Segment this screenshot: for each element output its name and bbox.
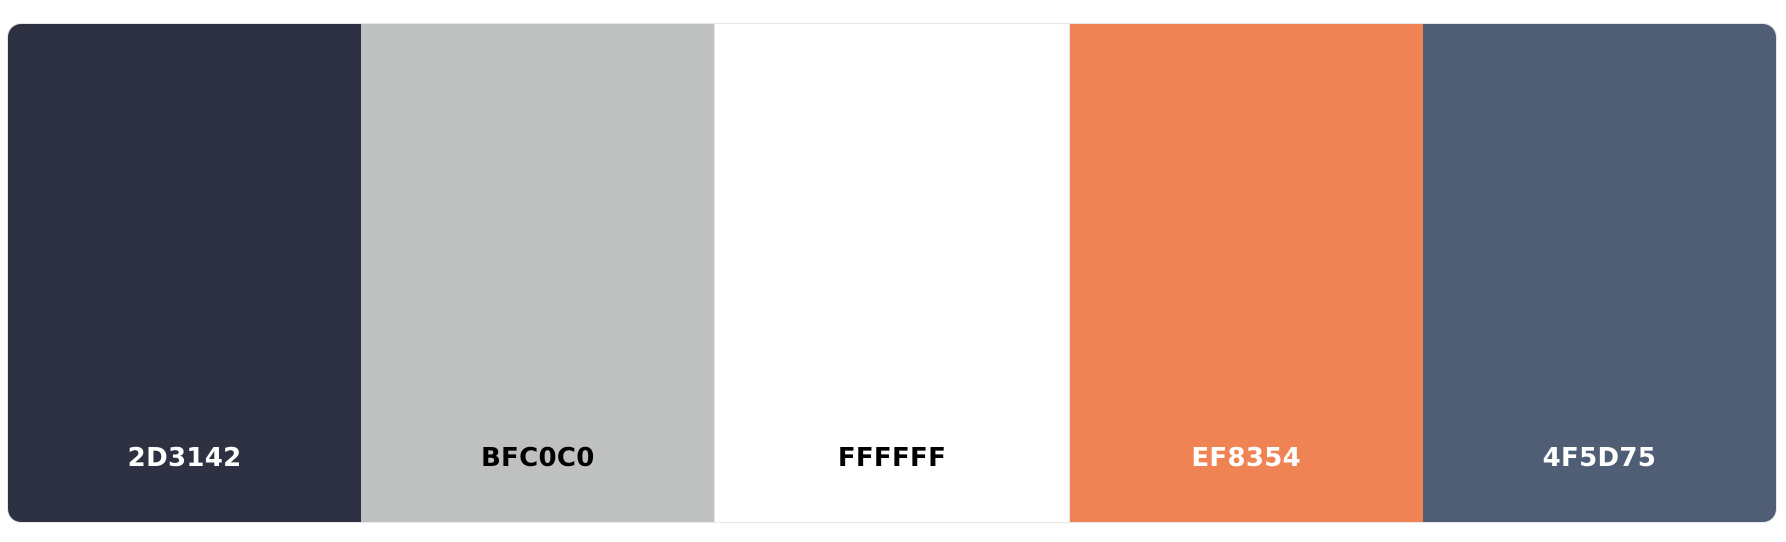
color-swatch[interactable]: 4F5D75 <box>1422 24 1776 522</box>
swatch-hex-label: FFFFFF <box>837 443 947 473</box>
swatch-hex-label: 4F5D75 <box>1542 443 1657 473</box>
color-palette: 2D3142 BFC0C0 FFFFFF EF8354 4F5D75 <box>7 23 1777 523</box>
color-swatch[interactable]: 2D3142 <box>8 24 362 522</box>
swatch-hex-label: EF8354 <box>1191 443 1302 473</box>
swatch-hex-label: 2D3142 <box>127 443 242 473</box>
color-swatch[interactable]: BFC0C0 <box>361 24 715 522</box>
color-swatch[interactable]: FFFFFF <box>714 24 1070 522</box>
swatch-hex-label: BFC0C0 <box>480 443 595 473</box>
color-swatch[interactable]: EF8354 <box>1069 24 1423 522</box>
